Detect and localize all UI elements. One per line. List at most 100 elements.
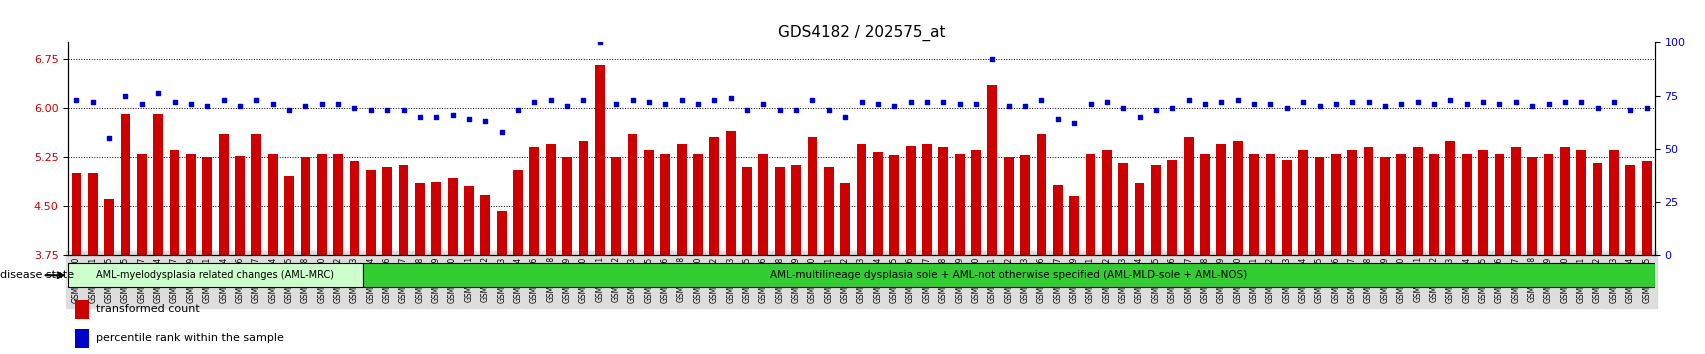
Point <box>95 135 123 141</box>
Bar <box>1118 164 1127 255</box>
Point <box>471 118 498 124</box>
Bar <box>1429 154 1437 255</box>
Bar <box>169 150 179 255</box>
Point <box>897 99 924 105</box>
Point <box>1289 99 1316 105</box>
Point <box>1338 99 1366 105</box>
Point <box>1190 101 1217 107</box>
Point <box>227 103 254 109</box>
Bar <box>791 165 801 255</box>
Point <box>259 101 286 107</box>
Point <box>1502 99 1529 105</box>
Point <box>1061 120 1088 126</box>
Bar <box>987 85 997 255</box>
Bar <box>75 329 89 348</box>
Bar <box>970 150 980 255</box>
Point <box>373 108 401 113</box>
Bar <box>186 154 196 255</box>
Point <box>798 97 825 103</box>
Bar <box>1412 147 1422 255</box>
Bar <box>1543 154 1553 255</box>
Bar <box>218 134 228 255</box>
Bar <box>447 178 457 255</box>
Bar <box>1003 157 1013 255</box>
Point <box>1240 101 1267 107</box>
Point <box>1158 105 1185 111</box>
Point <box>748 101 776 107</box>
Point <box>113 93 140 98</box>
Bar <box>513 170 523 255</box>
Bar <box>382 167 392 255</box>
Point <box>1632 105 1659 111</box>
Point <box>994 103 1021 109</box>
Bar <box>1315 157 1323 255</box>
Bar <box>888 155 899 255</box>
Point <box>847 99 875 105</box>
Point <box>1257 101 1284 107</box>
Point <box>488 129 515 135</box>
Point <box>177 101 205 107</box>
Bar <box>1298 150 1308 255</box>
Bar <box>759 154 767 255</box>
Point <box>423 114 450 120</box>
Point <box>193 103 220 109</box>
Point <box>587 40 614 45</box>
Bar <box>1020 155 1030 255</box>
Point <box>929 99 957 105</box>
Bar <box>317 154 326 255</box>
Point <box>1093 99 1120 105</box>
Bar <box>1477 150 1487 255</box>
Bar <box>89 173 97 255</box>
Bar <box>692 154 702 255</box>
Point <box>1207 99 1234 105</box>
Bar <box>725 131 735 255</box>
Point <box>1468 99 1495 105</box>
Point <box>324 101 351 107</box>
Point <box>292 103 319 109</box>
Bar <box>136 154 147 255</box>
Bar <box>414 183 425 255</box>
Point <box>766 108 793 113</box>
Point <box>1453 101 1480 107</box>
Bar <box>774 167 784 255</box>
Bar <box>1608 150 1618 255</box>
Point <box>1616 108 1644 113</box>
Point <box>864 101 892 107</box>
Point <box>684 101 711 107</box>
Text: disease state: disease state <box>0 270 73 280</box>
Bar <box>285 176 293 255</box>
Point <box>569 97 597 103</box>
Bar <box>1052 185 1062 255</box>
Bar <box>1526 157 1536 255</box>
Point <box>1371 103 1398 109</box>
Point <box>1076 101 1103 107</box>
Point <box>1485 101 1512 107</box>
Bar <box>1037 134 1045 255</box>
Bar <box>300 157 310 255</box>
Bar <box>1640 161 1650 255</box>
Point <box>128 101 155 107</box>
Bar <box>1069 196 1079 255</box>
Text: transformed count: transformed count <box>95 304 199 314</box>
Bar <box>921 144 931 255</box>
Point <box>1599 99 1627 105</box>
Bar <box>251 134 261 255</box>
Bar <box>72 173 82 255</box>
Bar <box>709 137 720 255</box>
Bar <box>268 154 278 255</box>
Title: GDS4182 / 202575_at: GDS4182 / 202575_at <box>777 25 945 41</box>
Point <box>390 108 418 113</box>
Bar <box>203 157 211 255</box>
Point <box>341 105 368 111</box>
Bar <box>824 167 834 255</box>
Point <box>1534 101 1562 107</box>
Bar <box>1444 141 1454 255</box>
Point <box>1567 99 1594 105</box>
Bar <box>1183 137 1194 255</box>
Point <box>1321 101 1349 107</box>
Point <box>1582 105 1610 111</box>
Bar <box>841 183 849 255</box>
Bar <box>1592 164 1601 255</box>
Point <box>309 101 336 107</box>
Bar <box>1248 154 1258 255</box>
